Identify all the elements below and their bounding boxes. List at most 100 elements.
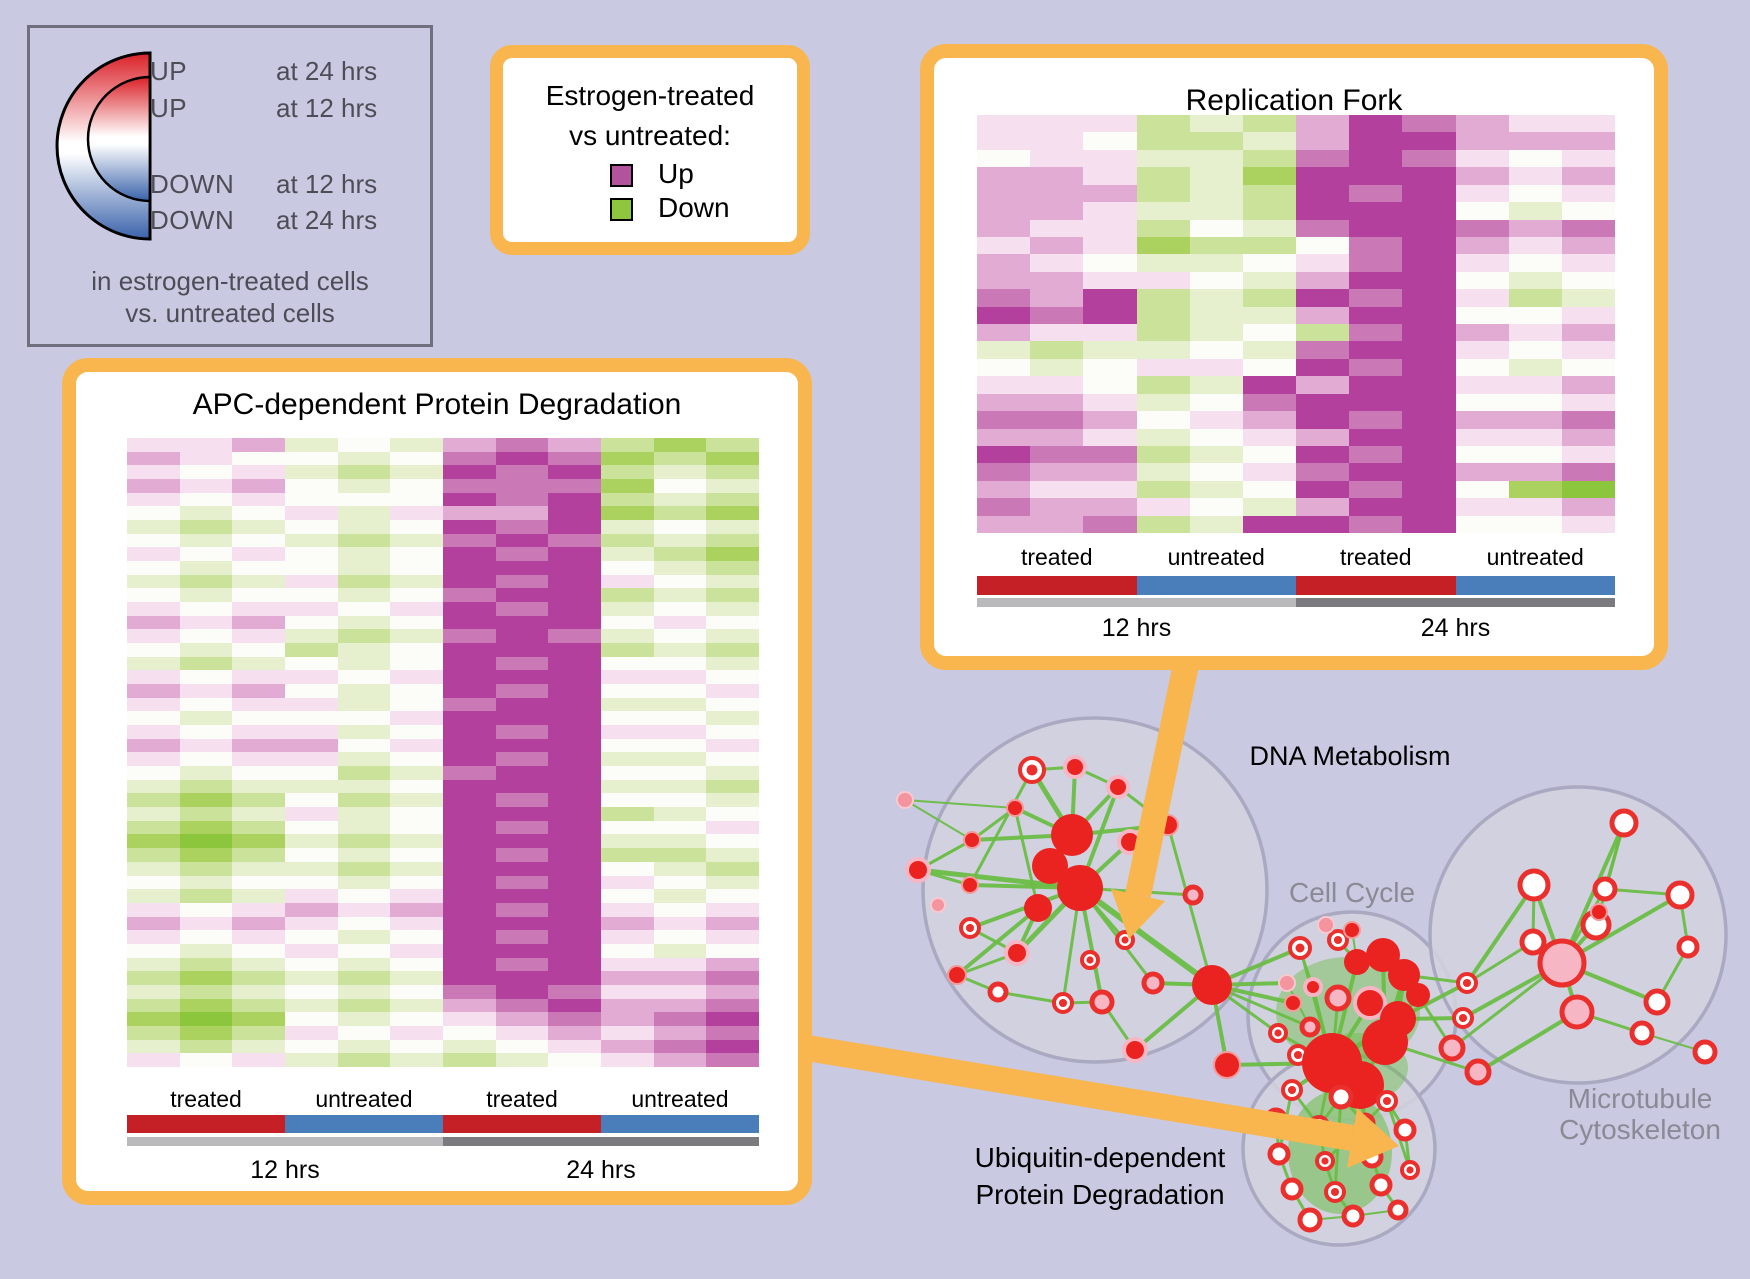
time-bar-12h: [127, 1137, 443, 1146]
network-node: [1438, 1034, 1466, 1062]
heatmap-row: [977, 411, 1616, 429]
network-node: [1344, 949, 1370, 975]
heatmap-row: [977, 132, 1616, 150]
network-node: [1024, 894, 1052, 922]
rf-panel-title: Replication Fork: [1185, 84, 1403, 117]
heatmap-row: [127, 479, 760, 493]
network-node-dot: [1121, 936, 1129, 944]
network-node: [987, 981, 1009, 1003]
network-node: [1387, 1199, 1409, 1221]
network-node: [1629, 1020, 1655, 1046]
cluster-label-cell-cycle: Cell Cycle: [1288, 877, 1416, 908]
wheel-row-direction: DOWN: [150, 205, 235, 235]
network-edge: [1013, 807, 1040, 909]
heatmap-row: [127, 465, 760, 480]
heatmap-row: [127, 1025, 760, 1040]
network-node: [1388, 959, 1420, 991]
network-node: [1464, 1058, 1492, 1086]
network-node: [1665, 880, 1695, 910]
network-node: [1406, 983, 1430, 1007]
color-key-legend: Estrogen-treated vs untreated: Up Down: [490, 45, 810, 255]
apc-time-bars: [127, 1137, 759, 1146]
group-label: treated: [1339, 544, 1412, 570]
heatmap-row: [977, 202, 1616, 220]
network-node: [1517, 868, 1551, 902]
wheel-caption-line2: vs. untreated cells: [125, 298, 335, 328]
network-node: [1141, 971, 1165, 995]
heatmap-row: [977, 236, 1616, 255]
network-node: [1284, 994, 1302, 1012]
network-node: [1089, 989, 1115, 1015]
network-node: [1592, 876, 1618, 902]
network-node: [1213, 1051, 1241, 1079]
heatmap-row: [127, 1053, 760, 1067]
down-label: Down: [658, 192, 730, 223]
heatmap-row: [127, 574, 760, 589]
network-node: [1317, 916, 1335, 934]
group-label: treated: [170, 1086, 242, 1112]
network-node: [1057, 865, 1103, 911]
color-key-title-line2: vs untreated:: [569, 120, 731, 151]
network-node: [961, 876, 979, 894]
wheel-row-time: at 24 hrs: [276, 205, 378, 235]
group-label: untreated: [1167, 544, 1265, 570]
network-node-dot: [1026, 764, 1038, 776]
heatmap-row: [127, 492, 760, 507]
connector-arrow-shaft: [792, 1033, 1355, 1151]
network-node-dot: [1086, 956, 1094, 964]
network-node: [1343, 921, 1361, 939]
heatmap-row: [127, 807, 760, 821]
network-edge: [1476, 1010, 1579, 1074]
heatmap-row: [977, 271, 1616, 290]
network-node: [1393, 1118, 1417, 1142]
heatmap-row: [127, 957, 760, 972]
heatmap-row: [127, 916, 760, 931]
network-node-dot: [1382, 1096, 1392, 1106]
heatmap-row: [977, 446, 1616, 464]
heatmap-row: [127, 506, 760, 521]
connector-arrow-head: [1347, 1108, 1399, 1168]
wheel-caption-line1: in estrogen-treated cells: [91, 266, 369, 296]
heatmap-row: [977, 393, 1616, 412]
network-node: [1537, 938, 1587, 988]
network-node: [1182, 884, 1204, 906]
network-node: [1692, 1039, 1718, 1065]
apc-time-labels: 12 hrs 24 hrs: [127, 1156, 759, 1185]
network-node: [1297, 1207, 1323, 1233]
time-label: 12 hrs: [250, 1156, 320, 1184]
cluster-label-microtubule: Microtubule Cytoskeleton: [1500, 1083, 1750, 1145]
network-edge: [1560, 822, 1626, 964]
network-node: [1676, 935, 1700, 959]
network-node-dot: [1333, 935, 1343, 945]
network-node-dot: [1330, 1187, 1340, 1197]
network-node-dot: [1321, 1157, 1329, 1165]
rf-condition-bars: [977, 576, 1615, 595]
network-node: [1341, 1204, 1365, 1228]
rf-time-labels: 12 hrs 24 hrs: [977, 614, 1615, 643]
heatmap-row: [977, 428, 1616, 447]
network-node: [1004, 940, 1030, 966]
network-node: [1032, 848, 1068, 884]
time-label: 24 hrs: [566, 1156, 636, 1184]
untreated-bar: [601, 1115, 759, 1133]
apc-condition-bars: [127, 1115, 759, 1133]
untreated-bar: [1455, 576, 1615, 595]
network-node: [1324, 984, 1352, 1012]
group-label: treated: [486, 1086, 558, 1112]
wheel-row-direction: DOWN: [150, 169, 235, 199]
apc-heatmap: [127, 438, 760, 1067]
heatmap-row: [127, 930, 760, 944]
network-edge: [1465, 883, 1536, 985]
heatmap-row: [977, 306, 1616, 325]
heatmap-row: [127, 861, 760, 876]
apc-group-labels: treated untreated treated untreated: [127, 1086, 759, 1113]
panel-replication-fork: Replication Fork treated untreated treat…: [920, 44, 1668, 670]
heatmap-row: [977, 184, 1616, 203]
heatmap-row: [977, 167, 1616, 185]
heatmap-row: [127, 779, 760, 794]
up-color-swatch: [610, 164, 633, 187]
network-node: [1609, 808, 1639, 838]
heatmap-row: [127, 998, 760, 1013]
network-edge: [917, 867, 1081, 891]
